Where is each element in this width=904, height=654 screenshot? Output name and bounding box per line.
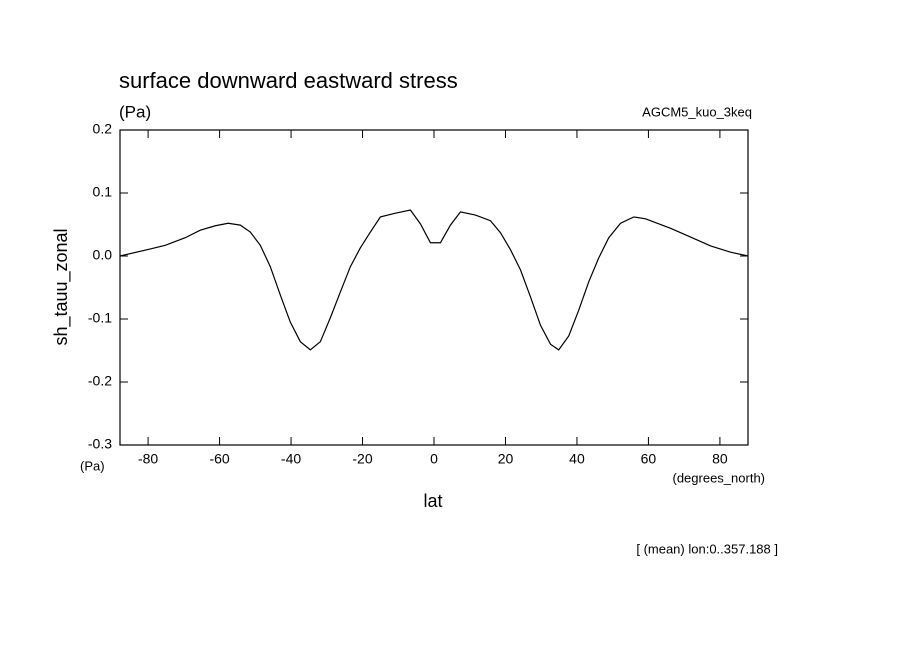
x-axis-label: lat [423, 491, 442, 511]
y-tick-label: 0.0 [93, 247, 113, 263]
x-units: (degrees_north) [673, 470, 766, 485]
x-tick-label: 60 [641, 451, 657, 467]
x-tick-label: 40 [569, 451, 585, 467]
y-units: (Pa) [80, 458, 105, 473]
x-tick-label: 0 [430, 451, 438, 467]
chart-title: surface downward eastward stress [119, 68, 458, 93]
x-tick-label: -60 [209, 451, 229, 467]
data-line [119, 209, 749, 351]
x-tick-label: -20 [352, 451, 372, 467]
y-axis-label: sh_tauu_zonal [51, 228, 72, 345]
plot-frame [119, 129, 749, 446]
x-tick-label: -40 [281, 451, 301, 467]
y-tick-label: 0.1 [93, 184, 113, 200]
x-tick-label: 80 [712, 451, 728, 467]
dataset: AGCM5_kuo_3keq [642, 104, 752, 119]
y-tick-label: -0.3 [88, 436, 112, 452]
note: [ (mean) lon:0..357.188 ] [636, 541, 778, 556]
y-tick-label: 0.2 [93, 121, 113, 137]
units: (Pa) [119, 102, 151, 121]
y-tick-label: -0.2 [88, 373, 112, 389]
x-tick-label: 20 [498, 451, 514, 467]
y-tick-label: -0.1 [88, 310, 112, 326]
x-tick-label: -80 [138, 451, 158, 467]
